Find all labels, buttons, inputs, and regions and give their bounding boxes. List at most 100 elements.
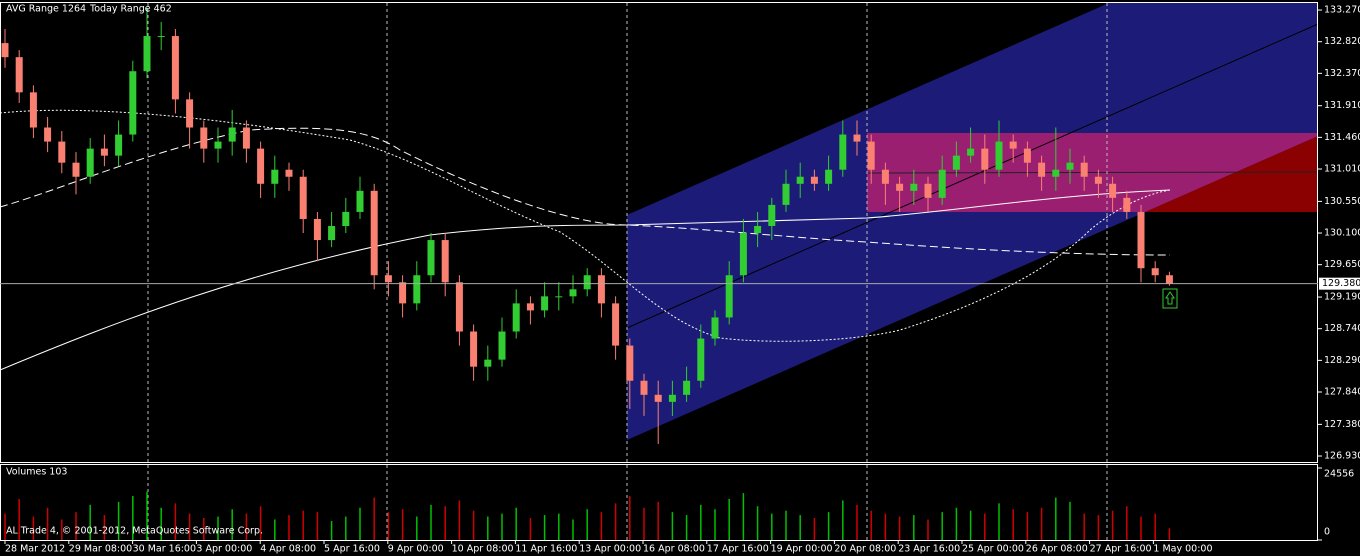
volume-title: Volumes 103	[6, 467, 67, 478]
candle-body	[157, 36, 165, 38]
x-tick-label: 17 Apr 16:00	[707, 544, 769, 555]
candle-body	[171, 36, 179, 100]
x-tick-label: 16 Apr 08:00	[643, 544, 705, 555]
candle-body	[1066, 162, 1074, 170]
candle-body	[853, 134, 861, 142]
x-tick-label: 10 Apr 08:00	[452, 544, 514, 555]
candle-body	[427, 240, 435, 276]
signal-arrow	[1165, 291, 1175, 305]
candle-body	[924, 183, 932, 198]
y-tick-label: 128.290	[1324, 355, 1360, 366]
ma-dashed	[0, 127, 1171, 256]
candle-body	[583, 275, 591, 290]
y-tick-label: 130.100	[1324, 228, 1360, 239]
candle-body	[768, 204, 776, 226]
candle-body	[86, 148, 94, 177]
candle-body	[1080, 162, 1088, 177]
candle-body	[72, 162, 80, 177]
candle-body	[186, 99, 194, 128]
x-tick-label: 20 Apr 08:00	[834, 544, 896, 555]
candle-body	[1, 43, 9, 58]
x-tick-label: 27 Apr 16:00	[1090, 544, 1152, 555]
candle-body	[967, 148, 975, 156]
candle-body	[938, 169, 946, 198]
candle-body	[214, 141, 222, 149]
candle-body	[470, 331, 478, 367]
y-tick-label: 129.190	[1324, 292, 1360, 303]
x-tick-label: 19 Apr 00:00	[771, 544, 833, 555]
x-tick-label: 23 Apr 16:00	[898, 544, 960, 555]
x-tick-label: 9 Apr 00:00	[388, 544, 444, 555]
candle-body	[683, 380, 691, 395]
candle-body	[143, 36, 151, 72]
candle-body	[129, 71, 137, 135]
candle-body	[754, 225, 762, 234]
y-tick-label: 131.010	[1324, 164, 1360, 175]
candle-body	[981, 148, 989, 170]
candle-body	[242, 127, 250, 149]
candle-body	[1038, 162, 1046, 177]
candle-body	[455, 282, 463, 332]
candle-body	[541, 296, 549, 311]
x-tick-label: 28 Mar 2012	[5, 544, 65, 555]
candle-body	[569, 289, 577, 297]
current-price-box	[1319, 277, 1360, 290]
volume-tick-label: 0	[1324, 527, 1330, 538]
candle-body	[711, 317, 719, 339]
candle-body	[399, 282, 407, 304]
x-tick-label: 25 Apr 00:00	[962, 544, 1024, 555]
candle-body	[526, 303, 534, 311]
y-tick-label: 130.550	[1324, 196, 1360, 207]
candle-body	[1052, 169, 1060, 177]
candle-body	[441, 240, 449, 283]
y-tick-label: 126.930	[1324, 451, 1360, 462]
ma-dotted	[0, 109, 1171, 342]
header-text: AVG Range 1264	[6, 4, 86, 15]
y-tick-label: 127.840	[1324, 387, 1360, 398]
candle-body	[1023, 148, 1031, 163]
x-tick-label: 29 Mar 08:00	[69, 544, 132, 555]
candle-body	[668, 394, 676, 402]
candle-body	[58, 141, 66, 163]
candle-body	[796, 176, 804, 184]
candle-body	[257, 148, 265, 184]
candle-body	[782, 183, 790, 205]
y-tick-label: 131.460	[1324, 132, 1360, 143]
current-price-label: 129.380	[1322, 278, 1360, 289]
candle-body	[1123, 197, 1131, 212]
marks	[1, 7, 1173, 540]
candle-body	[555, 296, 563, 298]
y-tick-label: 128.740	[1324, 323, 1360, 334]
candle-body	[328, 225, 336, 241]
signal-icon	[1162, 288, 1178, 309]
candle-body	[342, 211, 350, 226]
candle-body	[952, 155, 960, 170]
candle-body	[910, 183, 918, 191]
candle-body	[1165, 275, 1173, 284]
candle-body	[654, 394, 662, 402]
x-tick-label: 5 Apr 16:00	[324, 544, 380, 555]
candle-body	[484, 359, 492, 367]
candle-body	[271, 169, 279, 184]
candle-body	[498, 331, 506, 360]
candle-body	[413, 275, 421, 304]
candle-body	[1109, 183, 1117, 198]
x-tick-label: 1 May 00:00	[1153, 544, 1212, 555]
candle-body	[839, 134, 847, 170]
candle-body	[810, 176, 818, 184]
volume-tick-label: 24556	[1324, 469, 1354, 480]
candle-body	[597, 275, 605, 304]
candle-body	[867, 141, 875, 170]
candle-body	[1137, 211, 1145, 269]
candle-body	[825, 169, 833, 184]
copyright: AL Trade 4, © 2001-2012, MetaQuotes Soft…	[6, 526, 263, 537]
candle-body	[640, 380, 648, 395]
candle-body	[612, 303, 620, 346]
candle-body	[626, 345, 634, 381]
candle-body	[200, 127, 208, 149]
candle-body	[512, 303, 520, 332]
y-tick-label: 133.270	[1324, 5, 1360, 16]
candle-body	[995, 141, 1003, 170]
x-tick-label: 3 Apr 00:00	[196, 544, 252, 555]
candle-body	[725, 275, 733, 318]
